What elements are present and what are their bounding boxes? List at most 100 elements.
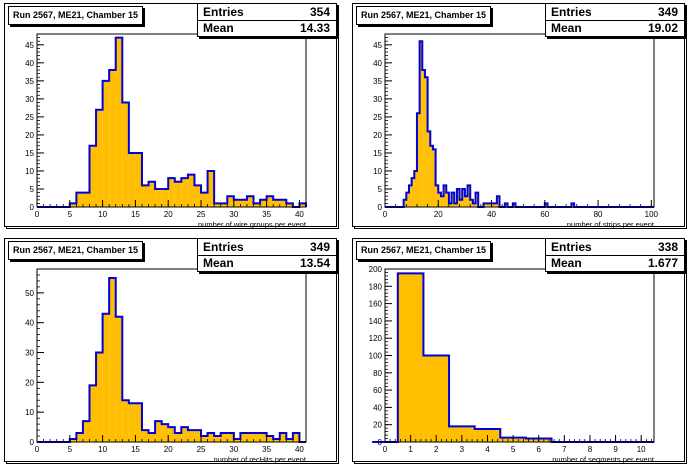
entries-value: 349 xyxy=(657,5,678,19)
x-tick-label: 10 xyxy=(98,210,107,219)
stats-box: Entries 354 Mean 14.33 xyxy=(197,3,337,37)
histogram-bar xyxy=(135,403,142,442)
entries-label: Entries xyxy=(203,240,244,254)
histogram-bar xyxy=(207,170,215,207)
histogram-bar xyxy=(464,196,468,207)
histogram-bar xyxy=(141,185,149,207)
histogram-bar xyxy=(174,433,182,442)
y-tick-label: 40 xyxy=(25,319,34,328)
histogram-bar xyxy=(419,41,423,208)
stats-box: Entries 338 Mean 1.677 xyxy=(545,238,685,272)
histogram-bar xyxy=(416,113,420,207)
histogram-bar xyxy=(240,433,247,442)
histogram-bar xyxy=(82,421,90,442)
y-tick-label: 0 xyxy=(378,438,383,447)
histogram-bar xyxy=(424,77,428,207)
x-tick-label: 40 xyxy=(487,210,496,219)
mean-label: Mean xyxy=(203,21,234,35)
histogram-bar xyxy=(246,196,254,207)
histogram-outline xyxy=(37,36,307,208)
histogram-bar xyxy=(220,203,228,207)
y-tick-label: 60 xyxy=(373,386,382,395)
x-tick-label: 2 xyxy=(434,445,439,454)
x-tick-label: 5 xyxy=(511,445,516,454)
x-tick-label: 7 xyxy=(562,445,567,454)
x-tick-label: 3 xyxy=(460,445,465,454)
entries-label: Entries xyxy=(203,5,244,19)
histogram-bar xyxy=(459,199,463,207)
y-tick-label: 15 xyxy=(25,149,34,158)
histogram-bar xyxy=(155,421,162,442)
y-tick-label: 20 xyxy=(25,378,34,387)
y-tick-label: 20 xyxy=(373,131,382,140)
mean-label: Mean xyxy=(551,256,582,270)
x-tick-label: 35 xyxy=(262,210,271,219)
y-tick-label: 30 xyxy=(25,349,34,358)
histogram-pad-wire-groups: 0 5 10 15 20 25 30 35 40 45 0 5 10 15 20 25 30 35 40 number… xyxy=(4,3,340,230)
histogram-bar xyxy=(161,188,169,207)
y-tick-label: 50 xyxy=(25,289,34,298)
histogram-bar xyxy=(273,439,280,442)
x-tick-label: 1 xyxy=(408,445,413,454)
histogram-bar xyxy=(135,152,142,207)
entries-label: Entries xyxy=(551,240,592,254)
histogram-bar xyxy=(181,178,188,207)
histogram-bar xyxy=(168,178,175,207)
histogram-bar xyxy=(448,203,452,207)
y-tick-label: 10 xyxy=(373,167,382,176)
y-tick-label: 0 xyxy=(30,203,35,212)
y-tick-label: 30 xyxy=(25,95,34,104)
histogram-bar xyxy=(69,439,77,442)
bars xyxy=(397,273,552,442)
histogram-bar xyxy=(454,203,457,207)
y-tick-label: 180 xyxy=(369,282,383,291)
y-tick-label: 120 xyxy=(369,334,383,343)
x-tick-label: 60 xyxy=(540,210,549,219)
histogram-bar xyxy=(427,131,431,207)
histogram-bar xyxy=(260,433,267,442)
histogram-bar xyxy=(161,424,169,442)
x-axis-label: number of wire groups per event xyxy=(198,220,307,229)
histogram-bar xyxy=(174,181,182,207)
y-tick-label: 40 xyxy=(25,59,34,68)
histogram-bar xyxy=(397,273,424,442)
bars xyxy=(69,277,300,442)
histogram-bar xyxy=(122,400,129,442)
histogram-bar xyxy=(89,385,97,442)
histogram-bar xyxy=(438,192,441,207)
x-tick-label: 80 xyxy=(594,210,603,219)
y-tick-label: 25 xyxy=(373,113,382,122)
histogram-bar xyxy=(443,185,447,207)
x-tick-label: 0 xyxy=(383,445,388,454)
histogram-bar xyxy=(571,203,575,207)
panel-title: Run 2567, ME21, Chamber 15 xyxy=(8,6,144,25)
x-tick-label: 15 xyxy=(131,445,140,454)
plot-frame xyxy=(36,268,307,443)
histogram-bar xyxy=(266,196,274,207)
histogram-bar xyxy=(470,199,473,207)
histogram-bar xyxy=(246,433,254,442)
histogram-bar xyxy=(486,203,489,207)
panel-title: Run 2567, ME21, Chamber 15 xyxy=(356,6,492,25)
histogram-bar xyxy=(279,433,287,442)
histogram-bar xyxy=(286,203,293,207)
y-tick-label: 0 xyxy=(30,438,35,447)
histogram-pad-strips: 0 5 10 15 20 25 30 35 40 45 0 20 40 60 80 100 number of … xyxy=(352,3,688,230)
pad-border xyxy=(352,3,685,227)
entries-value: 354 xyxy=(309,5,330,19)
stats-box: Entries 349 Mean 13.54 xyxy=(197,238,337,272)
histogram-bar xyxy=(233,199,241,207)
histogram-bar xyxy=(181,427,188,442)
histogram-bar xyxy=(467,185,471,207)
histogram-bar xyxy=(432,149,436,207)
histogram-bar xyxy=(89,145,97,207)
y-tick-label: 200 xyxy=(369,265,383,274)
x-axis-label: number of segments per event xyxy=(552,455,655,464)
mean-label: Mean xyxy=(551,21,582,35)
histogram-bar xyxy=(187,174,195,207)
histogram-bar xyxy=(96,109,103,207)
histogram-bar xyxy=(292,433,300,442)
x-tick-label: 40 xyxy=(295,445,304,454)
